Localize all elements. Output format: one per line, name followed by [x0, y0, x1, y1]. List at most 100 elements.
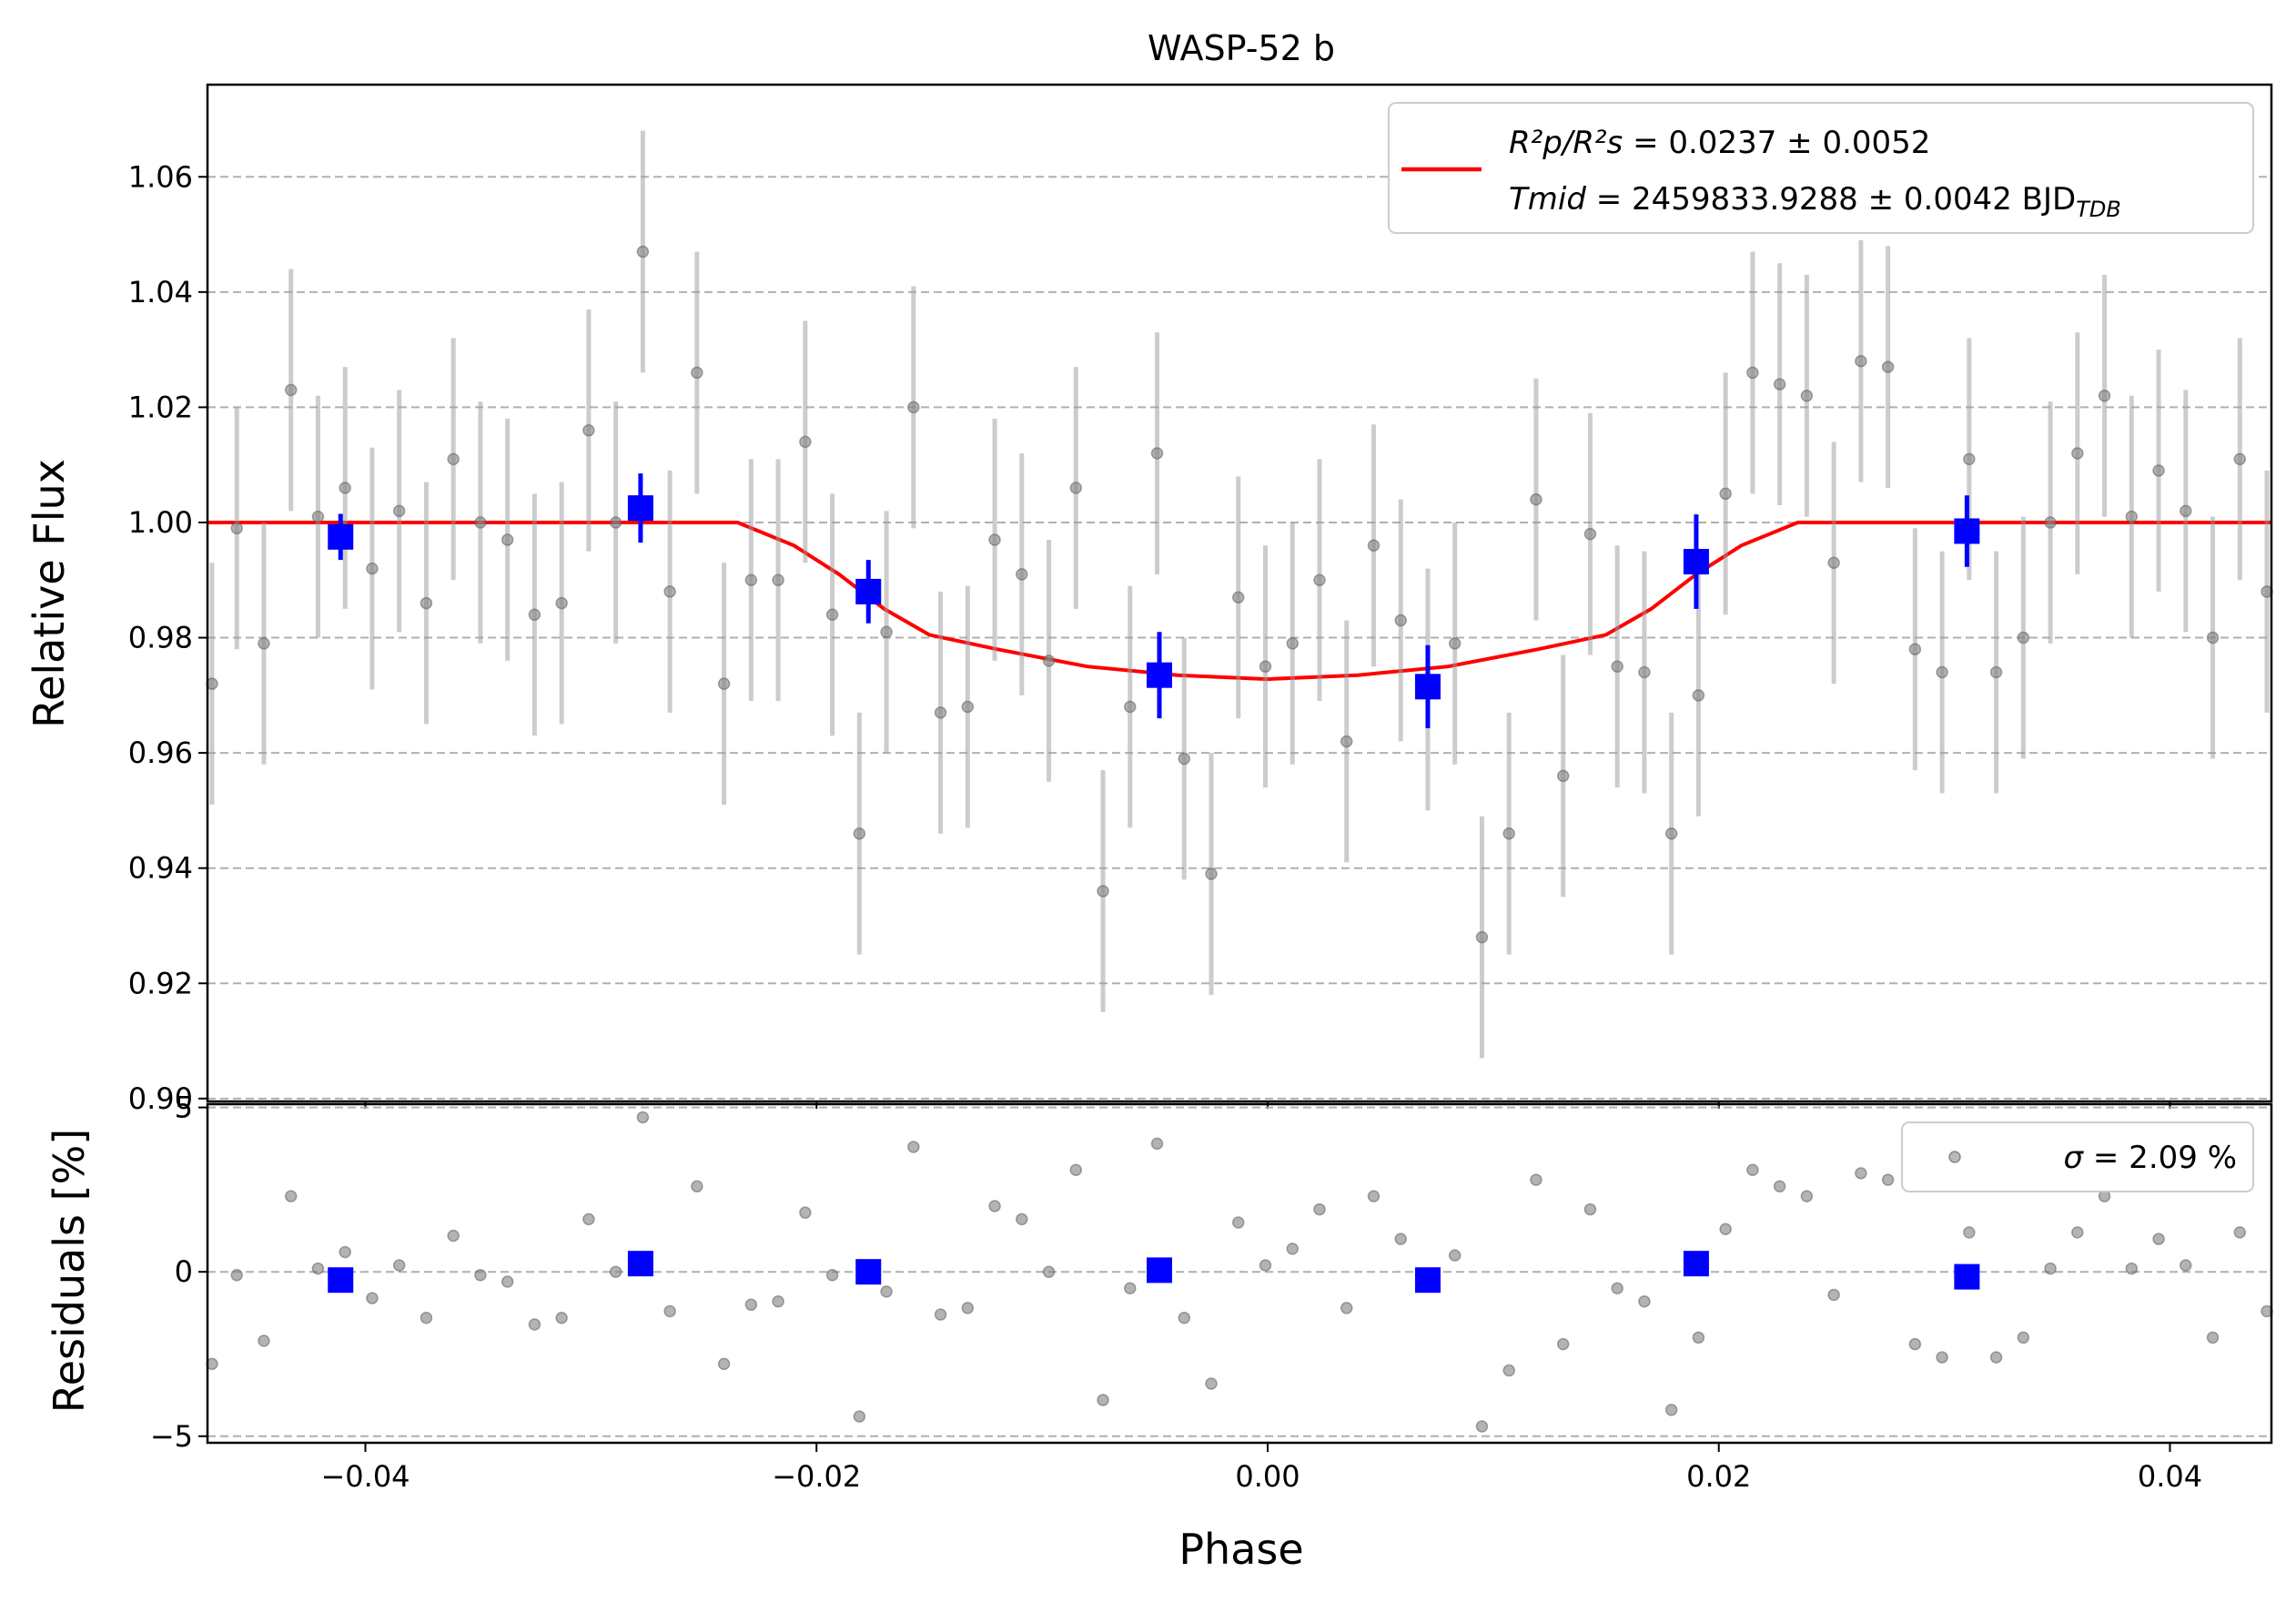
flux-data-point	[1908, 643, 1922, 655]
flux-binned-point	[328, 523, 354, 550]
residual-point	[1016, 1212, 1028, 1226]
flux-data-point	[1286, 637, 1299, 650]
flux-legend-ratio: R²p/R²s = 0.0237 ± 0.0052	[1509, 125, 1930, 161]
flux-data-point	[1232, 591, 1245, 604]
residual-binned-point	[627, 1251, 653, 1277]
residual-binned-point	[1147, 1257, 1173, 1283]
flux-data-point	[1611, 660, 1623, 673]
flux-data-point	[1394, 614, 1407, 627]
flux-data-point	[1313, 573, 1326, 587]
flux-data-point	[1475, 930, 1489, 944]
flux-data-point	[582, 423, 595, 437]
phase-x-tick-label: −0.04	[320, 1459, 410, 1494]
flux-data-point	[1719, 487, 1732, 501]
flux-y-tick-label: 0.98	[128, 621, 193, 655]
flux-y-tick-label: 0.90	[128, 1081, 193, 1116]
flux-y-tick-label: 1.02	[128, 390, 193, 424]
flux-y-tick-label: 1.06	[128, 159, 193, 194]
phase-x-tick-label: 0.04	[2138, 1459, 2202, 1494]
residual-point	[447, 1229, 460, 1243]
phase-x-tick-label: 0.00	[1235, 1459, 1300, 1494]
residual-point	[744, 1298, 758, 1312]
residual-point	[1611, 1282, 1623, 1295]
flux-data-point	[744, 573, 758, 587]
flux-data-point	[1178, 752, 1191, 766]
residual-point	[366, 1292, 379, 1304]
flux-data-point	[1367, 539, 1381, 553]
residual-y-tick-label: −5	[150, 1419, 193, 1454]
residual-binned-point	[328, 1267, 354, 1294]
residual-point	[2071, 1226, 2084, 1239]
flux-data-point	[1881, 360, 1895, 373]
flux-data-point	[1502, 827, 1515, 840]
residual-point	[1800, 1190, 1814, 1202]
residual-point	[582, 1212, 595, 1226]
flux-data-point	[1556, 769, 1570, 783]
flux-data-point	[1016, 568, 1028, 581]
phase-x-tick-label: 0.02	[1686, 1459, 1751, 1494]
flux-data-point	[1340, 735, 1353, 748]
sigma-symbol: σ	[2064, 1140, 2085, 1176]
flux-data-point	[447, 452, 460, 466]
flux-data-point	[609, 516, 622, 529]
residual-point	[339, 1245, 351, 1259]
ratio-value: = 0.0237 ± 0.0052	[1623, 125, 1930, 161]
residual-point	[1827, 1288, 1840, 1302]
residual-y-tick-label: 5	[175, 1091, 193, 1125]
chart-title: WASP-52 b	[1148, 28, 1335, 68]
flux-data-point	[1259, 660, 1272, 673]
residual-point	[1719, 1223, 1732, 1235]
residual-point	[2180, 1259, 2192, 1272]
flux-data-point	[1963, 452, 1976, 466]
flux-binned-point	[1954, 518, 1980, 544]
flux-legend-box	[1388, 102, 2254, 234]
flux-data-point	[691, 366, 703, 380]
flux-data-point	[2044, 516, 2057, 529]
flux-y-tick-label: 1.00	[128, 505, 193, 540]
residual-point	[717, 1357, 731, 1371]
residual-point	[1936, 1351, 1948, 1364]
residual-binned-point	[1954, 1263, 1980, 1290]
residual-point	[1989, 1351, 2003, 1364]
flux-data-point	[420, 596, 433, 610]
residual-legend-marker	[1948, 1151, 1961, 1163]
flux-data-point	[1989, 665, 2003, 679]
residual-point	[961, 1302, 975, 1314]
flux-binned-point	[855, 578, 882, 604]
flux-data-point	[1069, 482, 1083, 494]
sigma-value: = 2.09 %	[2083, 1140, 2237, 1176]
residual-point	[2017, 1331, 2030, 1344]
residual-point	[1394, 1233, 1407, 1245]
flux-data-point	[555, 596, 568, 610]
residual-point	[988, 1200, 1001, 1212]
residual-point	[1908, 1337, 1922, 1351]
residual-y-tick-label: 0	[175, 1254, 193, 1289]
residual-point	[1259, 1259, 1272, 1272]
flux-y-tick-label: 0.94	[128, 851, 193, 886]
flux-data-point	[663, 585, 676, 598]
residual-point	[1150, 1137, 1164, 1151]
flux-data-point	[1042, 654, 1056, 667]
residual-point	[609, 1265, 622, 1278]
flux-data-point	[1097, 885, 1109, 898]
flux-binned-points	[328, 473, 1980, 728]
flux-data-point	[1638, 665, 1651, 679]
residual-point	[2233, 1226, 2247, 1239]
tmid-value: = 2459833.9288 ± 0.0042 BJD	[1586, 181, 2076, 218]
flux-legend: R²p/R²s = 0.0237 ± 0.0052 Tmid = 2459833…	[1388, 102, 2254, 234]
residual-point	[501, 1275, 514, 1288]
flux-data-point	[1583, 527, 1597, 541]
flux-y-axis: 0.90 0.92 0.94 0.96 0.98 1.00 1.02 1.04 1.06	[128, 159, 2171, 1116]
flux-data-point	[1448, 637, 1462, 650]
flux-data-point	[284, 383, 298, 397]
flux-data-point	[528, 608, 541, 621]
flux-data-point	[1692, 689, 1705, 702]
flux-data-point	[311, 510, 325, 523]
flux-data-point	[907, 401, 920, 414]
residual-point	[825, 1269, 839, 1282]
residual-point	[474, 1269, 487, 1282]
residual-point	[636, 1111, 650, 1124]
flux-data-point	[961, 700, 975, 714]
residual-point	[799, 1206, 812, 1219]
